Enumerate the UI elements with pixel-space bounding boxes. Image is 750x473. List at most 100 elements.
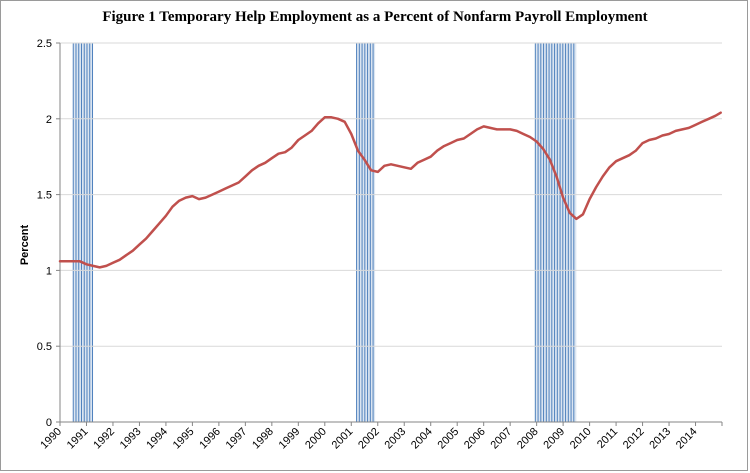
data-point <box>489 126 492 129</box>
recession-band-2 <box>535 43 577 422</box>
data-point <box>641 142 644 144</box>
data-point <box>719 111 722 114</box>
x-tick-label-1996: 1996 <box>197 426 223 452</box>
data-point <box>323 116 326 119</box>
data-point <box>628 154 631 157</box>
data-point <box>191 195 194 198</box>
data-point <box>376 170 379 173</box>
data-point <box>350 133 353 135</box>
x-tick-label-2008: 2008 <box>515 426 541 452</box>
data-point <box>522 133 525 135</box>
data-point <box>125 254 128 257</box>
data-point <box>635 149 637 152</box>
data-point <box>98 266 101 269</box>
data-point <box>198 198 200 201</box>
data-point <box>78 260 81 263</box>
data-point <box>264 161 267 164</box>
y-tick-label-4: 2 <box>46 114 52 126</box>
x-tick-label-1991: 1991 <box>65 426 91 452</box>
y-tick-label-5: 2.5 <box>37 38 52 50</box>
data-point <box>390 163 392 166</box>
data-point <box>496 128 498 131</box>
x-tick-label-1990: 1990 <box>38 426 64 452</box>
chart-title: Figure 1 Temporary Help Employment as a … <box>102 9 648 25</box>
data-point <box>158 222 161 225</box>
gridlines <box>60 42 722 347</box>
data-point <box>257 164 260 167</box>
data-point <box>383 164 386 167</box>
data-point <box>542 148 545 151</box>
data-point <box>476 128 478 131</box>
data-point <box>515 130 518 132</box>
data-point <box>621 157 624 160</box>
data-point <box>284 151 286 154</box>
data-point <box>72 260 75 263</box>
data-point <box>184 196 187 199</box>
recession-bands <box>72 43 577 422</box>
data-point <box>449 142 452 144</box>
data-point <box>674 130 677 132</box>
data-point <box>456 139 459 141</box>
x-tick-label-1995: 1995 <box>171 426 197 452</box>
data-point <box>343 120 346 123</box>
data-point <box>403 166 406 169</box>
x-tick-label-1997: 1997 <box>224 426 250 452</box>
data-point <box>615 160 617 163</box>
y-tick-label-2: 1 <box>46 265 52 277</box>
data-point <box>138 243 141 246</box>
data-point <box>370 169 373 172</box>
data-point <box>297 139 300 141</box>
x-tick-label-2004: 2004 <box>409 426 435 452</box>
data-point <box>502 128 505 131</box>
data-point <box>92 264 94 267</box>
data-point <box>363 158 366 161</box>
x-tick-label-2000: 2000 <box>303 426 329 452</box>
recession-band-0 <box>73 43 94 422</box>
y-tick-label-0: 0 <box>46 417 52 429</box>
data-point <box>171 205 174 208</box>
data-point <box>661 134 664 137</box>
data-point <box>317 122 320 125</box>
data-point <box>668 133 670 135</box>
x-tick-label-1998: 1998 <box>250 426 276 452</box>
x-tick-label-2011: 2011 <box>595 426 620 451</box>
data-point <box>601 175 604 178</box>
data-point <box>462 137 465 140</box>
data-point <box>595 186 598 188</box>
data-point <box>357 149 359 152</box>
data-point <box>575 217 578 220</box>
data-point <box>714 114 717 117</box>
data-point <box>535 140 538 143</box>
x-tick-label-2002: 2002 <box>356 426 382 452</box>
x-tick-label-2007: 2007 <box>488 426 514 452</box>
data-point <box>217 190 220 193</box>
data-point <box>416 161 419 164</box>
data-point <box>509 128 512 131</box>
data-point <box>568 211 571 214</box>
data-point <box>443 145 445 147</box>
data-point <box>131 249 134 252</box>
data-point <box>145 237 147 240</box>
data-point <box>204 196 207 199</box>
data-point <box>529 136 531 138</box>
x-tick-label-2014: 2014 <box>674 426 700 452</box>
data-point <box>211 193 214 196</box>
data-point <box>694 123 697 126</box>
data-point <box>310 130 313 132</box>
x-tick-label-1999: 1999 <box>277 426 303 452</box>
data-point <box>231 184 234 187</box>
x-tick-label-2009: 2009 <box>541 426 567 452</box>
x-tick-label-2005: 2005 <box>436 426 462 452</box>
data-point <box>337 117 339 120</box>
data-point <box>151 230 154 232</box>
y-tick-label-3: 1.5 <box>37 190 52 202</box>
data-point <box>277 152 280 155</box>
data-point <box>608 166 611 169</box>
x-tick-label-1994: 1994 <box>144 426 170 452</box>
data-point <box>85 263 88 266</box>
data-point <box>681 128 684 131</box>
data-point <box>482 125 485 128</box>
data-point <box>118 258 121 261</box>
data-point <box>562 196 565 199</box>
x-tick-label-2006: 2006 <box>462 426 488 452</box>
